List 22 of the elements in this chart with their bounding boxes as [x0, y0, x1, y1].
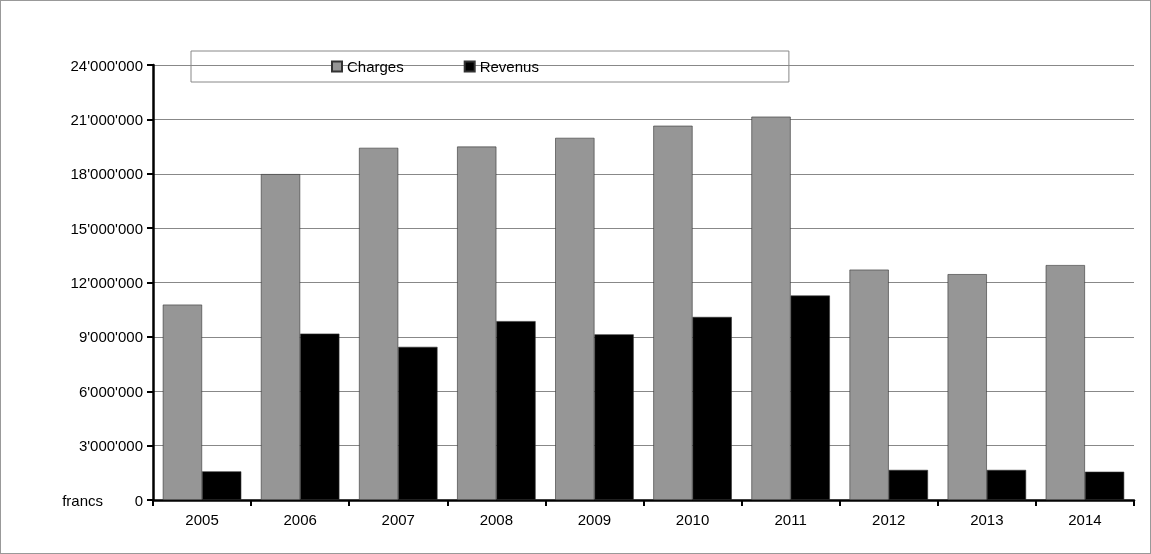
y-tick-label: 21'000'000 [70, 110, 143, 128]
x-tick-label: 2006 [283, 511, 317, 528]
y-tick-label: 15'000'000 [70, 219, 143, 237]
x-tick-label: 2011 [774, 511, 807, 528]
y-tick-label: 24'000'000 [70, 56, 143, 74]
y-tick-label: 18'000'000 [70, 165, 143, 183]
x-tick-label: 2013 [970, 511, 1004, 528]
legend-label: Charges [347, 58, 404, 75]
x-tick-label: 2010 [675, 511, 710, 528]
x-tick-label: 2007 [381, 511, 415, 528]
y-tick-label: 0 [134, 491, 143, 509]
y-tick-label: 9'000'000 [78, 328, 143, 346]
y-tick-label: 12'000'000 [70, 274, 143, 291]
legend-label: Revenus [479, 58, 539, 75]
x-tick-label: 2014 [1068, 511, 1102, 528]
x-tick-label: 2008 [479, 511, 514, 528]
y-tick-label: 6'000'000 [78, 382, 143, 400]
x-tick-label: 2012 [872, 511, 906, 528]
x-tick-label: 2005 [185, 511, 219, 528]
y-tick-label: 3'000'000 [78, 437, 143, 455]
y-axis-title: francs [62, 491, 103, 509]
x-tick-label: 2009 [577, 511, 612, 528]
